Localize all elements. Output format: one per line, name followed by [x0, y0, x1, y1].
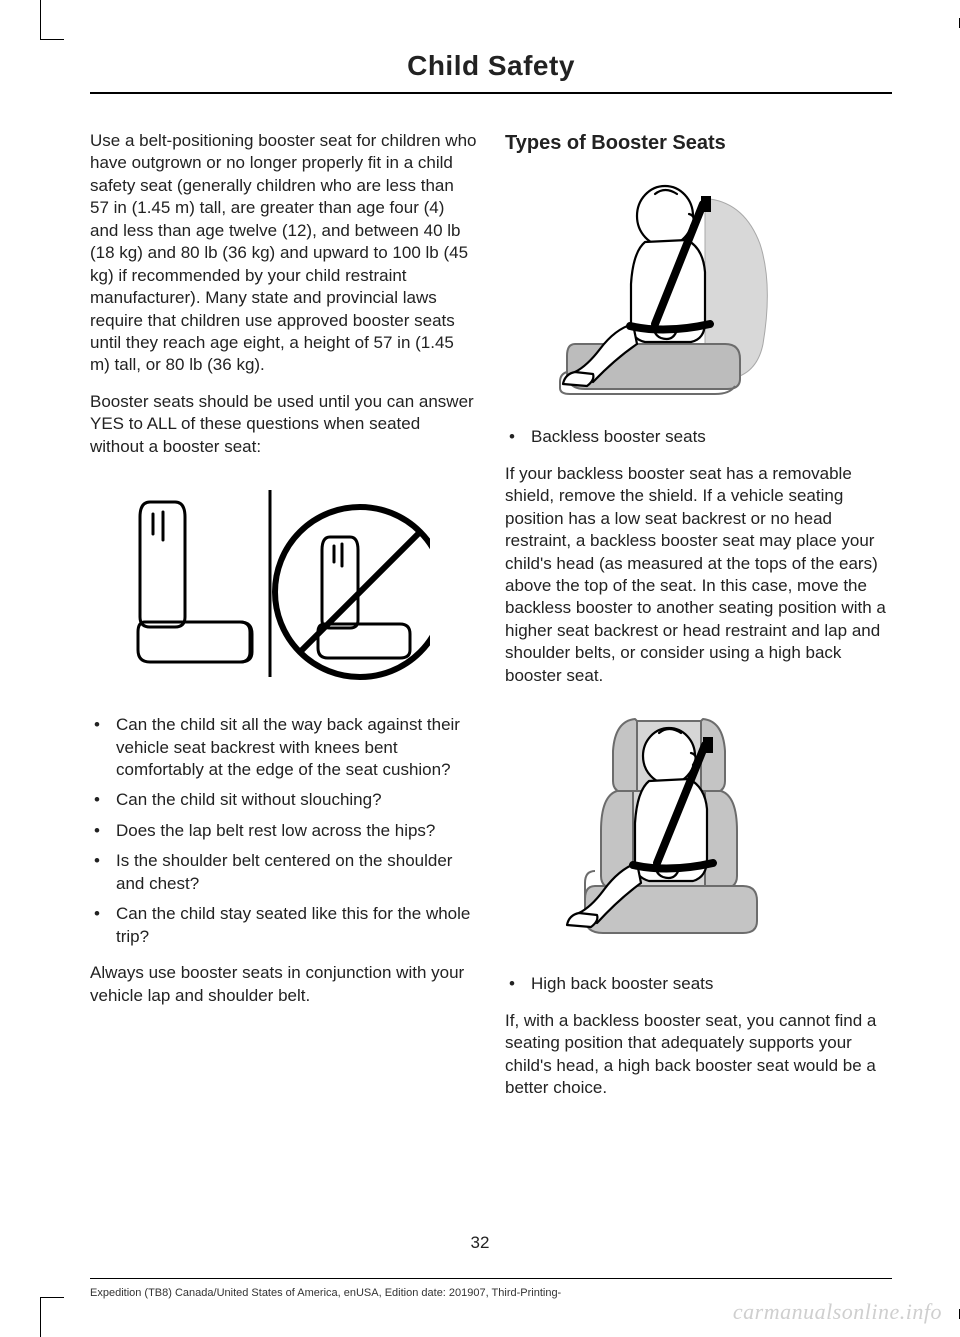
bullet-list: •High back booster seats — [505, 973, 892, 995]
list-item: •Can the child sit all the way back agai… — [90, 714, 477, 781]
list-item: •High back booster seats — [505, 973, 892, 995]
footer-text: Expedition (TB8) Canada/United States of… — [90, 1287, 561, 1299]
bullet-icon: • — [90, 850, 116, 872]
bullet-icon: • — [90, 714, 116, 736]
paragraph: If, with a backless booster seat, you ca… — [505, 1010, 892, 1100]
list-item: •Is the shoulder belt centered on the sh… — [90, 850, 477, 895]
page-number: 32 — [0, 1233, 960, 1253]
right-column: Types of Booster Seats — [505, 130, 892, 1113]
bullet-icon: • — [90, 903, 116, 925]
crop-mark — [40, 1297, 64, 1337]
bullet-icon: • — [505, 973, 531, 995]
title-rule — [90, 92, 892, 94]
manual-page: Child Safety Use a belt-positioning boos… — [0, 0, 960, 1337]
figure-highback-booster — [505, 701, 892, 951]
bullet-icon: • — [90, 789, 116, 811]
list-text: Backless booster seats — [531, 426, 892, 448]
paragraph: Always use booster seats in conjunction … — [90, 962, 477, 1007]
list-item: •Does the lap belt rest low across the h… — [90, 820, 477, 842]
two-column-layout: Use a belt-positioning booster seat for … — [90, 130, 892, 1113]
watermark: carmanualsonline.info — [733, 1299, 942, 1325]
list-text: Is the shoulder belt centered on the sho… — [116, 850, 477, 895]
bullet-icon: • — [90, 820, 116, 842]
left-column: Use a belt-positioning booster seat for … — [90, 130, 477, 1113]
question-list: •Can the child sit all the way back agai… — [90, 714, 477, 948]
crop-mark — [40, 0, 64, 40]
list-text: Can the child sit all the way back again… — [116, 714, 477, 781]
footer-rule — [90, 1278, 892, 1279]
paragraph: If your backless booster seat has a remo… — [505, 463, 892, 687]
list-text: High back booster seats — [531, 973, 892, 995]
bullet-list: •Backless booster seats — [505, 426, 892, 448]
paragraph: Use a belt-positioning booster seat for … — [90, 130, 477, 377]
section-heading: Types of Booster Seats — [505, 130, 892, 156]
list-item: •Can the child sit without slouching? — [90, 789, 477, 811]
chapter-title: Child Safety — [90, 50, 892, 82]
figure-backless-booster — [505, 174, 892, 404]
list-item: •Can the child stay seated like this for… — [90, 903, 477, 948]
bullet-icon: • — [505, 426, 531, 448]
paragraph: Booster seats should be used until you c… — [90, 391, 477, 458]
list-text: Can the child sit without slouching? — [116, 789, 477, 811]
figure-seat-comparison — [90, 472, 477, 692]
list-text: Can the child stay seated like this for … — [116, 903, 477, 948]
list-text: Does the lap belt rest low across the hi… — [116, 820, 477, 842]
list-item: •Backless booster seats — [505, 426, 892, 448]
